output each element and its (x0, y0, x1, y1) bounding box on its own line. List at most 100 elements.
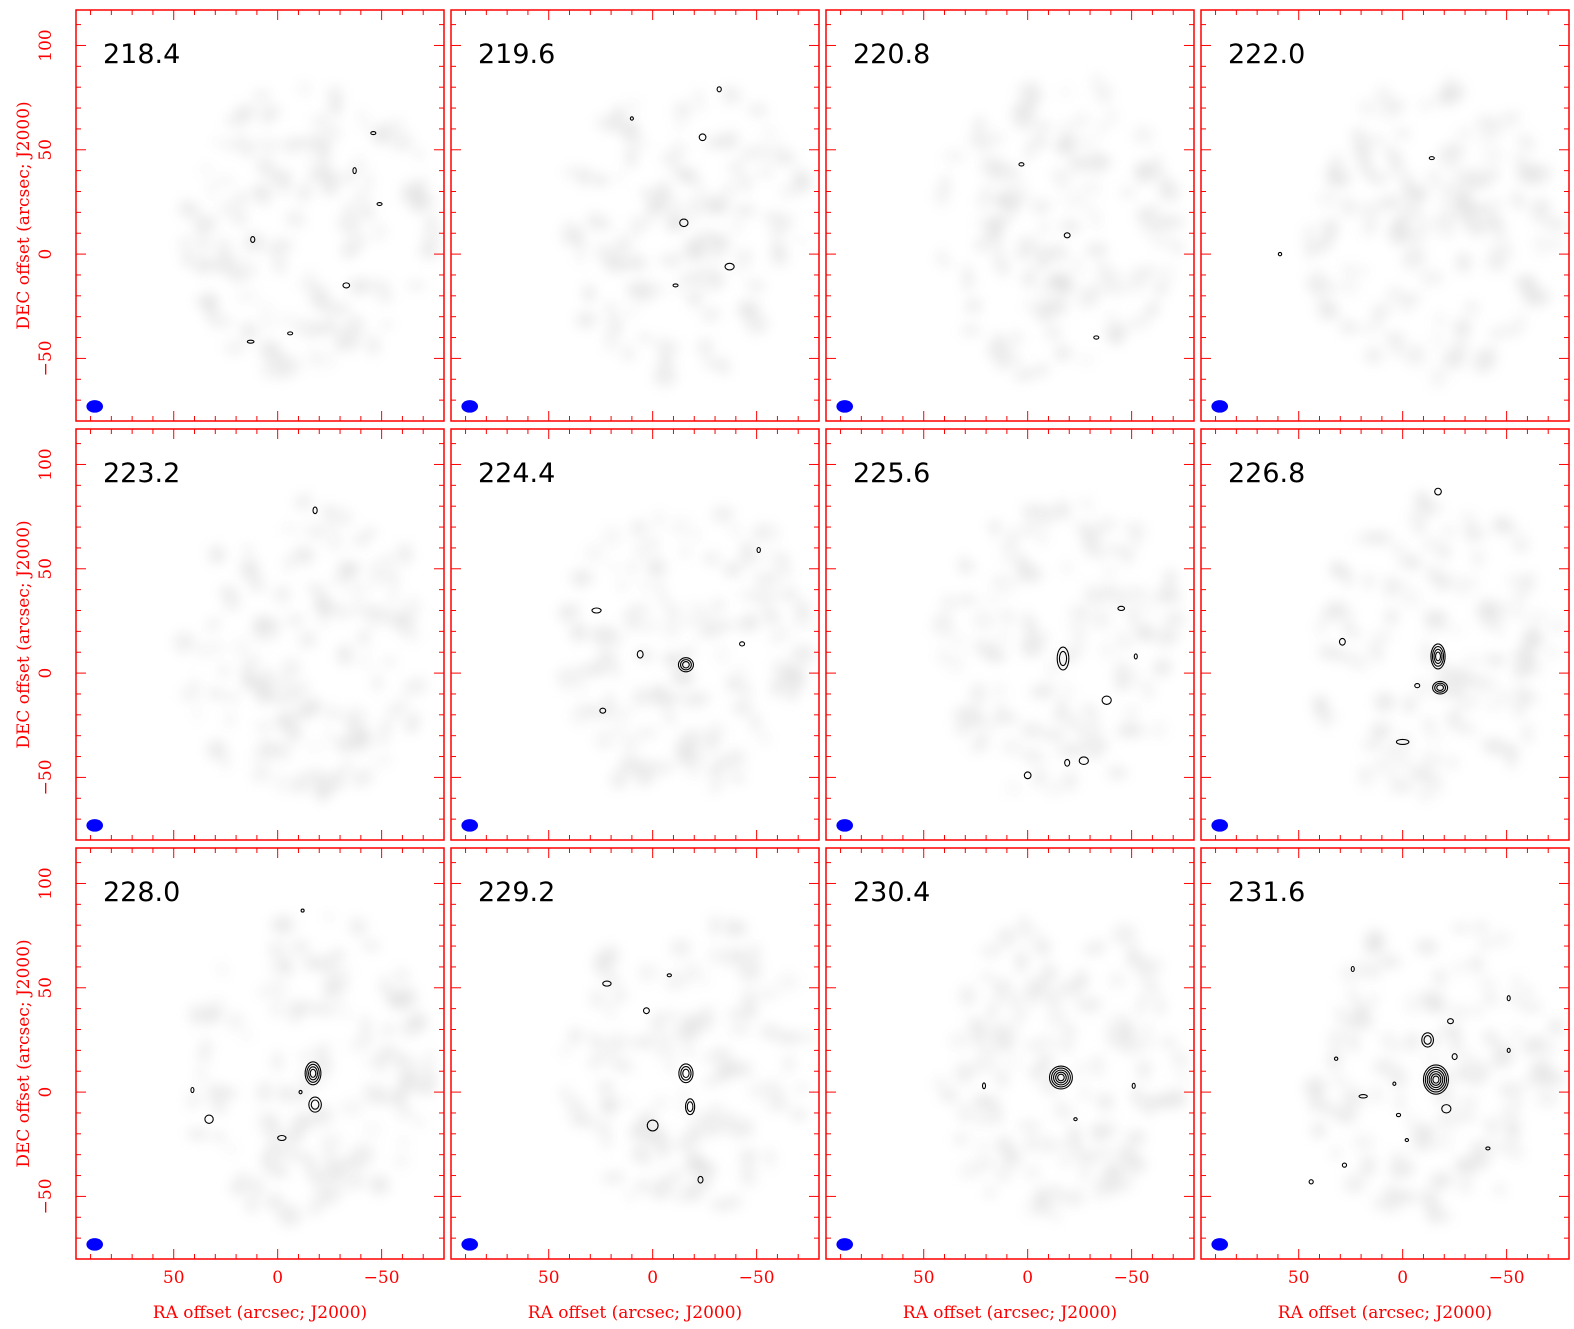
contour-level (1428, 156, 1435, 161)
noise-field (1313, 490, 1562, 804)
ticks (451, 848, 819, 1259)
ticks (451, 429, 819, 840)
contour-level (679, 659, 692, 671)
contour-level (1426, 1068, 1446, 1091)
contour-level (1048, 1065, 1073, 1090)
x-tick-label: 50 (538, 1268, 560, 1288)
contour-level (684, 1098, 696, 1116)
x-tick-label: 50 (913, 1268, 935, 1288)
y-tick-label: 50 (36, 977, 56, 999)
panel-frame (450, 428, 820, 841)
contour-level (1277, 251, 1283, 257)
ticks (826, 10, 1194, 421)
contour-level (1117, 605, 1126, 612)
contour-level (1395, 1112, 1402, 1118)
y-tick-label: 100 (36, 448, 56, 480)
contour-level (1432, 1075, 1440, 1084)
panel-frame (1200, 847, 1570, 1260)
contour-level (1050, 1067, 1071, 1088)
contour-level (1093, 335, 1100, 340)
x-tick-label: 50 (1288, 1268, 1310, 1288)
beam-ellipse (461, 819, 479, 832)
contour-level (1434, 487, 1442, 496)
contour-level (599, 707, 607, 714)
contour-level (1423, 1035, 1432, 1045)
ticks (1201, 10, 1569, 421)
contour-level (312, 506, 318, 515)
contour-level (724, 262, 735, 271)
contour-level (1435, 651, 1442, 662)
panel-frame (1200, 428, 1570, 841)
contours (1277, 156, 1435, 257)
contour-level (308, 1096, 322, 1113)
panel-frame (75, 428, 445, 841)
contour-level (310, 1099, 320, 1110)
noise-field (1303, 73, 1568, 388)
contours (602, 973, 704, 1184)
beam-ellipse (461, 400, 479, 413)
panel-frequency-label: 228.0 (103, 877, 180, 908)
panel-frame (75, 847, 445, 1260)
panel-225-6: 225.6 (825, 428, 1195, 841)
contour-level (376, 201, 383, 207)
contour-level (250, 236, 256, 243)
panel-219-6: 219.6 (450, 9, 820, 422)
contour-level (1018, 162, 1025, 167)
noise-field (177, 81, 442, 382)
contours (1338, 487, 1449, 745)
x-tick-label: −50 (1489, 1268, 1525, 1288)
x-tick-label: 0 (272, 1268, 283, 1288)
panel-231-6: 231.6 50 0 −50 RA offset (arcsec; J2000) (1200, 847, 1570, 1323)
contour-level (352, 167, 357, 175)
contour-level (756, 546, 761, 554)
contour-level (679, 218, 689, 228)
y-tick-label: 100 (36, 29, 56, 61)
beam-ellipse (86, 1238, 104, 1251)
contour-level (1133, 653, 1138, 660)
panel-frame (825, 847, 1195, 1260)
contour-level (636, 650, 644, 659)
ticks (451, 10, 819, 421)
contour-level (677, 657, 694, 673)
panel-frequency-label: 218.4 (103, 39, 180, 70)
panel-frequency-label: 230.4 (853, 877, 930, 908)
contour-level (678, 1063, 694, 1084)
contours (246, 131, 383, 344)
contour-level (300, 908, 305, 913)
x-tick-label: −50 (364, 1268, 400, 1288)
contour-level (1308, 1179, 1314, 1185)
contour-level (298, 1089, 303, 1095)
y-tick-label: −50 (36, 759, 56, 795)
contour-level (1428, 1071, 1444, 1089)
contour-level (672, 283, 679, 288)
y-tick-label: 100 (36, 867, 56, 899)
contour-level (739, 641, 746, 647)
contour-level (1341, 1162, 1348, 1168)
ticks (76, 10, 444, 421)
contours (1018, 162, 1100, 340)
beam-ellipse (86, 819, 104, 832)
contours (629, 86, 735, 288)
beam-ellipse (1211, 400, 1229, 413)
contour-level (190, 1086, 195, 1094)
contour-level (1023, 771, 1032, 780)
contour-level (1350, 965, 1355, 973)
noise-field (930, 497, 1187, 797)
contour-level (1058, 650, 1068, 667)
beam-ellipse (86, 400, 104, 413)
beam-ellipse (836, 400, 854, 413)
contour-level (1101, 695, 1112, 705)
contours (981, 1065, 1136, 1122)
contour-level (287, 331, 294, 336)
ticks (76, 429, 444, 840)
contour-level (1395, 738, 1410, 745)
beam-ellipse (836, 819, 854, 832)
panel-frequency-label: 222.0 (1228, 39, 1305, 70)
y-axis-label: DEC offset (arcsec; J2000) (14, 520, 34, 748)
contour-level (1485, 1146, 1491, 1151)
y-axis-label: DEC offset (arcsec; J2000) (14, 939, 34, 1167)
contour-level (342, 282, 351, 289)
panel-frequency-label: 226.8 (1228, 458, 1305, 489)
